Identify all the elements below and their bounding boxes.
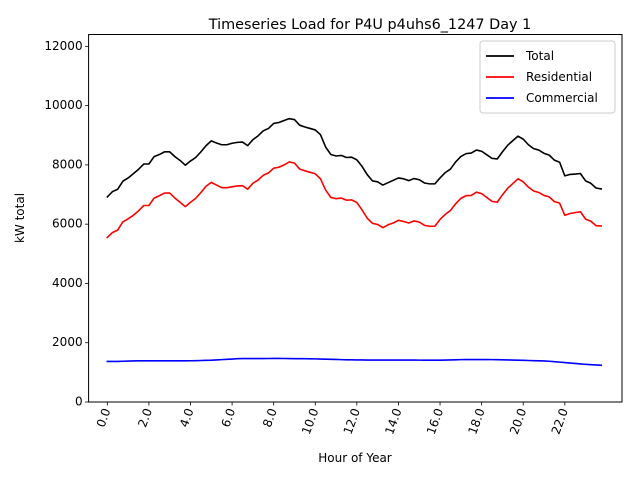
x-axis-ticks: 0.0 2.0 4.0 6.0 8.0 10.0 12.0 14.0 16.0 18.0 20.0 2… xyxy=(94,402,571,436)
legend-label-residential: Residential xyxy=(526,70,592,84)
y-tick-label: 4000 xyxy=(52,276,83,290)
y-axis-label: kW total xyxy=(13,193,27,243)
series-line-commercial xyxy=(106,357,603,367)
series-line-residential xyxy=(106,161,603,239)
y-tick-label: 0 xyxy=(75,395,83,409)
y-tick-label: 10000 xyxy=(44,98,82,112)
plot-frame xyxy=(88,34,623,403)
y-tick-label: 2000 xyxy=(52,335,83,349)
y-axis-ticks: 0 2000 4000 6000 8000 10000 12000 xyxy=(44,39,89,409)
legend-label-commercial: Commercial xyxy=(526,91,598,105)
chart-title: Timeseries Load for P4U p4uhs6_1247 Day … xyxy=(208,17,532,33)
x-tick-label: 6.0 xyxy=(219,406,239,429)
legend: Total Residential Commercial xyxy=(479,40,616,114)
y-tick-label: 8000 xyxy=(52,157,83,171)
x-tick-label: 2.0 xyxy=(135,406,155,429)
series-line-total xyxy=(106,117,603,199)
legend-label-total: Total xyxy=(525,49,554,63)
y-tick-label: 12000 xyxy=(44,39,82,53)
x-tick-label: 8.0 xyxy=(260,406,280,429)
legend-box xyxy=(479,40,616,114)
y-tick-label: 6000 xyxy=(52,217,83,231)
x-tick-label: 0.0 xyxy=(94,406,114,429)
x-tick-label: 4.0 xyxy=(177,406,197,429)
series-layer xyxy=(106,117,603,367)
x-axis-label: Hour of Year xyxy=(318,451,392,465)
